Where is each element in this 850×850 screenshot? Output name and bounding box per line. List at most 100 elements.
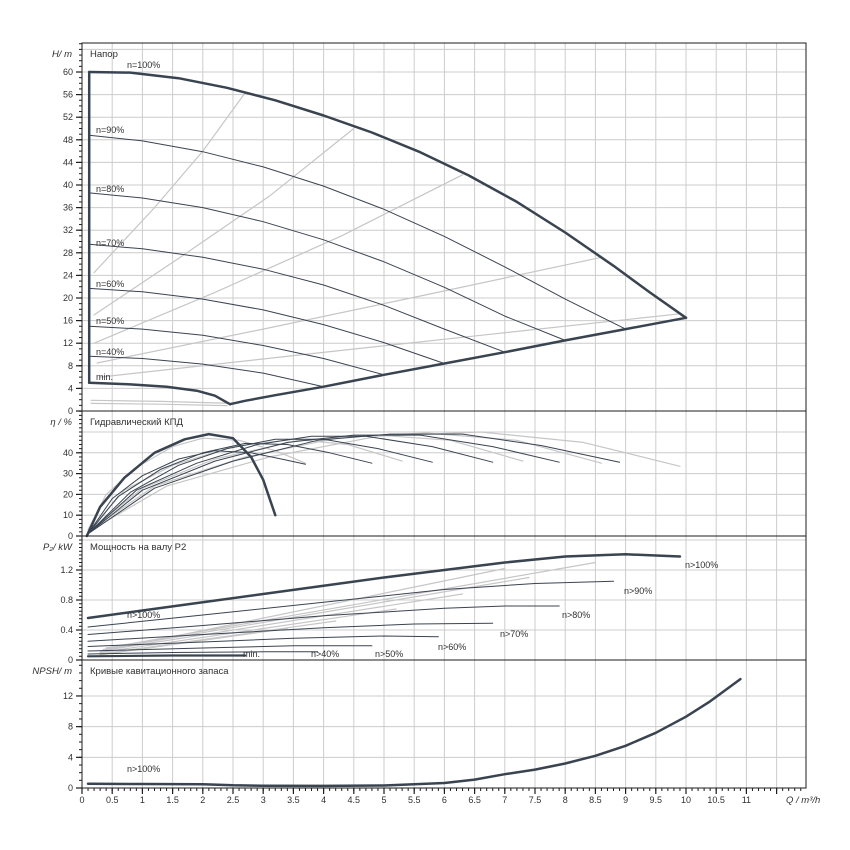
curve-p2-min	[86, 654, 247, 658]
panel-title: Напор	[90, 49, 118, 60]
y-tick-label: 12	[63, 691, 73, 701]
panel-power: 0 0.4 0.8 1.2 P₂/ kW Мощность на валу P2 n>100…	[43, 535, 807, 665]
y-tick-label: 40	[63, 448, 73, 458]
curve-label: n>100%	[127, 764, 160, 774]
panel-title: Кривые кавитационного запаса	[90, 666, 229, 677]
y-tick-label: 40	[63, 180, 73, 190]
y-tick-label: 20	[63, 489, 73, 499]
x-tick-label: 10.5	[707, 795, 725, 805]
curve-eta-gray-4	[87, 431, 681, 533]
curve-label: n>100%	[685, 560, 718, 570]
curve-grid-iso-c	[93, 174, 464, 344]
curve-label: n=90%	[96, 125, 124, 135]
y-tick-label: 0	[68, 406, 73, 416]
curve-p2-gray-4	[99, 593, 464, 652]
curve-label: n=60%	[96, 279, 124, 289]
x-tick-label: 10	[681, 795, 691, 805]
y-axis-unit-label: η / %	[50, 417, 72, 428]
y-tick-label: 10	[63, 510, 73, 520]
x-tick-label: 2.5	[227, 795, 240, 805]
x-tick-label: 4	[321, 795, 326, 805]
y-axis-unit-label: NPSH/ m	[32, 666, 72, 677]
curve-n=60%	[88, 287, 445, 364]
y-tick-label: 44	[63, 157, 73, 167]
panel-efficiency: 0 10 20 30 40 η / % Гидравлический КПД	[50, 410, 807, 541]
y-tick-label: 36	[63, 203, 73, 213]
y-tick-label: 32	[63, 225, 73, 235]
y-tick-label: 48	[63, 135, 73, 145]
y-tick-label: 56	[63, 90, 73, 100]
x-tick-label: 6	[442, 795, 447, 805]
curve-p2-n70	[87, 622, 494, 642]
panel-title: Гидравлический КПД	[90, 417, 183, 428]
y-tick-label: 60	[63, 67, 73, 77]
curve-p2-gray-2	[99, 620, 337, 655]
curve-label: n>50%	[375, 649, 403, 659]
curve-eta-n60	[87, 438, 433, 535]
curve-n=70%	[88, 243, 506, 353]
y-tick-label: 24	[63, 270, 73, 280]
y-tick-label: 16	[63, 316, 73, 326]
curve-label: n=50%	[96, 316, 124, 326]
curve-p2-gray-1	[99, 627, 288, 656]
curve-grid-low-1	[90, 399, 234, 404]
curve-p2-gray-7	[105, 561, 596, 649]
x-tick-label: 1.5	[166, 795, 179, 805]
curve-eta-n70	[87, 435, 494, 535]
x-tick-label: 11	[742, 795, 751, 805]
curve-label: n>60%	[438, 642, 466, 652]
curve-npsh-n100	[86, 677, 742, 788]
x-tick-label: 5	[381, 795, 386, 805]
curve-grid-iso-d	[96, 256, 602, 364]
curve-eta-gray-3	[87, 432, 602, 533]
curve-label: n>100%	[127, 610, 160, 620]
x-tick-label: 8.5	[589, 795, 602, 805]
curve-label: n=70%	[96, 238, 124, 248]
curve-p2-gray-6	[102, 576, 530, 651]
curve-label: n=40%	[96, 347, 124, 357]
x-axis: 0 0.5 1 1.5 2 2.5 3 3.5 4 4.5 5 5.5 6 6.5 7 7.5 8 8.5 9 9.5…	[79, 788, 820, 806]
x-axis-unit-label: Q / m³/h	[786, 795, 820, 806]
curve-n=40%	[88, 355, 325, 388]
curve-label: n>90%	[624, 586, 652, 596]
curve-eta-n50	[87, 442, 373, 535]
x-tick-label: 0.5	[106, 795, 119, 805]
y-tick-label: 0	[68, 531, 73, 541]
y-tick-label: 4	[68, 383, 73, 393]
y-tick-label: 4	[68, 752, 73, 762]
curve-n=100%	[87, 70, 688, 320]
curve-label: min.	[96, 372, 113, 382]
x-tick-label: 3	[261, 795, 266, 805]
curve-grid-iso-b	[93, 127, 355, 316]
x-tick-label: 1	[140, 795, 145, 805]
curve-eta-n90	[87, 433, 621, 535]
x-tick-label: 5.5	[408, 795, 421, 805]
curve-p2-n50	[87, 645, 373, 652]
x-tick-label: 9	[623, 795, 628, 805]
x-tick-label: 3.5	[287, 795, 300, 805]
y-axis-unit-label: P₂/ kW	[43, 542, 73, 553]
curve-label: n>40%	[311, 649, 339, 659]
curve-envelope-right	[228, 316, 688, 406]
x-tick-label: 0	[79, 795, 84, 805]
panel-npsh: 0 4 8 12 NPSH/ m Кривые кавитационного запаса…	[32, 659, 807, 793]
curve-p2-gray-3	[99, 608, 397, 654]
curve-p2-n40	[87, 651, 319, 655]
curve-p2-n80	[87, 605, 560, 635]
curve-label: min.	[243, 649, 260, 659]
panel-title: Мощность на валу P2	[90, 542, 186, 553]
curve-n=90%	[88, 134, 627, 330]
curve-label: n=100%	[127, 60, 160, 70]
curve-n=50%	[88, 325, 385, 376]
curve-p2-n60	[87, 635, 439, 647]
y-tick-label: 8	[68, 361, 73, 371]
x-tick-label: 6.5	[468, 795, 481, 805]
curve-p2-n100	[86, 553, 682, 620]
y-tick-label: 0.4	[60, 625, 73, 635]
curve-label: n>70%	[500, 629, 528, 639]
x-tick-label: 7.5	[529, 795, 542, 805]
curve-grid-iso-a	[93, 92, 246, 274]
